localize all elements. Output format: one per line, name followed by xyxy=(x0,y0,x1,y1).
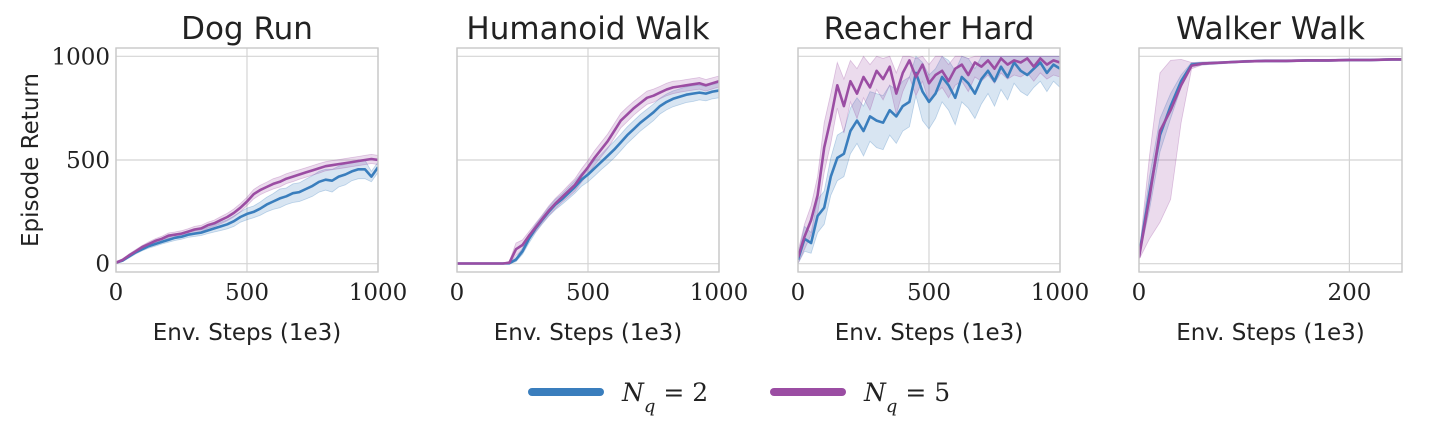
x-tick-label: 0 xyxy=(791,280,806,306)
series-line-nq5 xyxy=(1139,58,1402,258)
plot-area xyxy=(1139,58,1402,260)
panel-4: Walker Walk 0 200 Env. Steps (1e3) xyxy=(1132,11,1403,346)
y-tick-label: 1000 xyxy=(51,44,110,70)
plot-area xyxy=(116,153,378,265)
plot-area xyxy=(798,55,1060,264)
y-tick-label: 500 xyxy=(66,148,110,174)
panel-title: Walker Walk xyxy=(1176,11,1365,47)
x-tick-label: 0 xyxy=(109,280,124,306)
x-tick-label: 1000 xyxy=(690,280,749,306)
legend: Nq = 2 Nq = 5 xyxy=(528,378,950,417)
x-tick-label: 200 xyxy=(1327,280,1371,306)
x-axis-label: Env. Steps (1e3) xyxy=(494,320,683,346)
panel-1: Dog Run 0 500 1000 0 500 1000 Env. Steps (1e3) xyxy=(51,11,407,346)
x-tick-label: 0 xyxy=(1132,280,1147,306)
x-axis-label: Env. Steps (1e3) xyxy=(1176,320,1365,346)
confidence-band-nq5 xyxy=(1139,58,1402,260)
x-tick-label: 500 xyxy=(907,280,951,306)
series-line-nq2 xyxy=(798,61,1060,260)
confidence-band-nq5 xyxy=(798,55,1060,264)
axes-frame xyxy=(456,47,720,273)
panel-title: Dog Run xyxy=(181,11,313,47)
series-line-nq2 xyxy=(116,166,378,264)
x-tick-label: 1000 xyxy=(349,280,408,306)
confidence-band-nq2 xyxy=(798,55,1060,264)
x-axis-label: Env. Steps (1e3) xyxy=(153,320,342,346)
axes-frame xyxy=(115,47,379,273)
panel-title: Humanoid Walk xyxy=(466,11,709,47)
x-tick-label: 1000 xyxy=(1031,280,1090,306)
axes-frame xyxy=(1138,47,1403,273)
panel-title: Reacher Hard xyxy=(824,11,1035,47)
legend-label-nq2: Nq = 2 xyxy=(621,378,708,417)
y-tick-label: 0 xyxy=(95,252,110,278)
series-line-nq5 xyxy=(457,79,719,265)
x-tick-label: 500 xyxy=(225,280,269,306)
x-axis-label: Env. Steps (1e3) xyxy=(835,320,1024,346)
confidence-band-nq5 xyxy=(457,75,719,265)
x-tick-label: 0 xyxy=(450,280,465,306)
legend-label-nq5: Nq = 5 xyxy=(863,378,950,417)
y-axis-label: Episode Return xyxy=(18,73,44,247)
x-tick-label: 500 xyxy=(566,280,610,306)
series-line-nq5 xyxy=(116,157,378,264)
panel-2: Humanoid Walk 0 500 1000 Env. Steps (1e3) xyxy=(450,11,749,346)
axes-frame xyxy=(797,47,1061,273)
plot-area xyxy=(457,75,719,265)
panel-3: Reacher Hard 0 500 1000 Env. Steps (1e3) xyxy=(791,11,1090,346)
series-line-nq5 xyxy=(798,57,1060,258)
